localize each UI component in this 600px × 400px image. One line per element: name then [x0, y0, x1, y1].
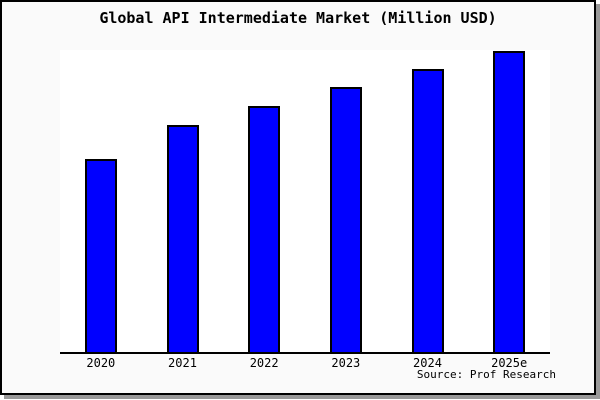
x-tick-label-2020: 2020 — [86, 356, 116, 370]
chart-title: Global API Intermediate Market (Million … — [99, 9, 497, 27]
bar-2025e — [493, 51, 526, 352]
x-tick-label-2021: 2021 — [168, 356, 197, 370]
source-note: Source: Prof Research — [416, 368, 556, 381]
x-tick-label-2023: 2023 — [331, 356, 361, 370]
plot-area — [60, 50, 550, 354]
bar-2024 — [411, 69, 444, 352]
x-tick-label-2022: 2022 — [249, 356, 279, 370]
bar-2023 — [329, 87, 362, 352]
bar-2020 — [84, 159, 117, 352]
bar-2021 — [166, 125, 199, 352]
bar-2022 — [248, 106, 281, 352]
